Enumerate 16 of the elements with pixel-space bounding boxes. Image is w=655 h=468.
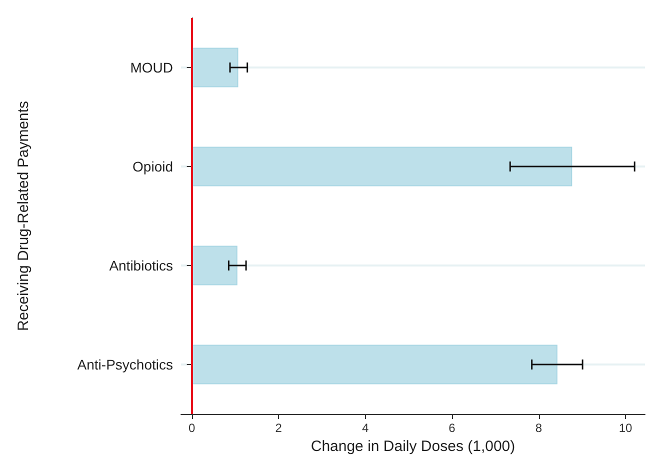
y-tick-label: Anti-Psychotics [77,356,173,372]
bar [192,48,238,88]
y-tick-label: Opioid [132,158,173,174]
y-axis-title: Receiving Drug-Related Payments [15,100,32,332]
bar [192,246,238,286]
x-tick-label: 4 [362,421,369,435]
y-tick-label: Antibiotics [109,258,173,274]
x-axis-title: Change in Daily Doses (1,000) [310,438,516,455]
x-tick-label: 2 [275,421,282,435]
bar [192,344,558,384]
y-tick-label: MOUD [130,60,173,76]
x-tick-label: 10 [618,421,632,435]
x-tick-label: 8 [535,421,542,435]
bar [192,146,572,186]
x-tick-label: 6 [448,421,456,435]
x-tick-label: 0 [188,421,196,435]
